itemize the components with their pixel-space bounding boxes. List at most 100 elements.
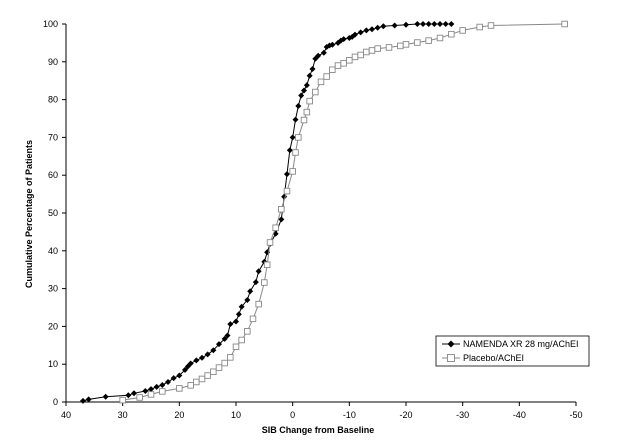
data-point [414,39,421,46]
x-tick-label: -40 [513,410,526,420]
data-point [476,23,483,31]
data-point [374,24,381,31]
data-point [244,296,251,303]
data-point [147,391,155,398]
x-axis: 40 30 20 10 0 -10 -20 -30 -40 -50 [61,401,583,420]
data-point [255,268,262,275]
data-point [283,187,291,195]
data-point [391,22,398,29]
data-point [199,354,205,361]
data-point [187,360,194,367]
data-point [437,21,443,27]
y-tick-label: 50 [48,208,58,218]
data-point [363,48,370,56]
data-point [247,288,254,295]
data-point [216,341,222,348]
data-point [193,378,200,386]
data-point [148,386,154,393]
data-point [403,21,409,28]
y-tick-label: 90 [48,57,58,67]
data-point [329,66,336,73]
data-point [312,88,319,96]
x-tick-label: -20 [399,410,412,420]
data-point [298,92,305,99]
data-point [286,147,293,154]
data-point [329,41,336,48]
series-line [82,23,452,402]
data-point [317,78,325,86]
data-point [306,72,313,79]
data-point [210,368,217,376]
data-point [244,328,251,335]
data-point [436,34,444,42]
data-point [238,303,245,310]
x-tick-label: 20 [174,410,184,420]
data-point [292,149,299,156]
data-point [176,385,183,392]
data-point [221,359,228,367]
data-point [351,53,359,61]
data-point [459,27,466,34]
data-point [320,49,327,56]
data-point [266,239,274,246]
data-point [300,116,308,124]
data-point [85,396,92,403]
data-point [153,383,160,390]
y-axis-title: Cumulative Percentage of Patients [24,140,34,288]
data-point [315,52,322,59]
data-point [210,347,217,354]
data-point [233,318,239,325]
data-point [142,388,149,395]
data-point [198,375,206,383]
legend: NAMENDA XR 28 mg/AChEI Placebo/AChEI [435,335,590,367]
data-point [227,321,234,328]
data-point [431,21,438,27]
legend-label-namenda: NAMENDA XR 28 mg/AChEI [463,339,579,349]
data-point [125,392,132,399]
data-point [102,393,109,400]
data-point [334,62,342,69]
data-point [442,21,449,27]
data-point [193,357,200,364]
data-point [309,65,316,72]
x-tick-label: 40 [61,410,71,420]
data-point [263,261,271,269]
data-point [278,216,285,223]
data-point [448,21,455,27]
data-point [221,335,228,342]
data-point [252,279,259,286]
data-point [420,21,426,27]
data-point [340,60,347,67]
data-point [215,364,223,371]
series-namenda [80,21,455,404]
data-point [352,31,358,38]
y-tick-label: 60 [48,170,58,180]
data-point [80,397,86,404]
data-point [204,372,211,379]
y-tick-label: 40 [48,246,58,256]
data-point [131,390,137,397]
data-point [278,205,285,213]
x-tick-label: -50 [569,410,582,420]
x-tick-label: 0 [290,410,295,420]
data-point [159,388,166,395]
data-point [284,171,290,178]
y-tick-label: 0 [53,397,58,407]
data-point [357,51,364,59]
data-point [295,103,302,110]
y-tick-label: 70 [48,132,58,142]
data-point [187,382,194,389]
legend-label-placebo: Placebo/AChEI [463,353,524,363]
data-point [232,343,240,351]
x-tick-label: 10 [231,410,241,420]
data-point [227,354,234,361]
data-point [346,57,353,64]
y-tick-label: 80 [48,95,58,105]
data-point [380,23,387,30]
x-tick-label: -10 [343,410,356,420]
data-point [385,44,393,51]
data-point [176,372,183,379]
data-point [170,375,177,382]
y-axis: 0 10 20 30 40 50 60 70 80 90 100 [43,19,67,407]
data-point [425,37,432,44]
